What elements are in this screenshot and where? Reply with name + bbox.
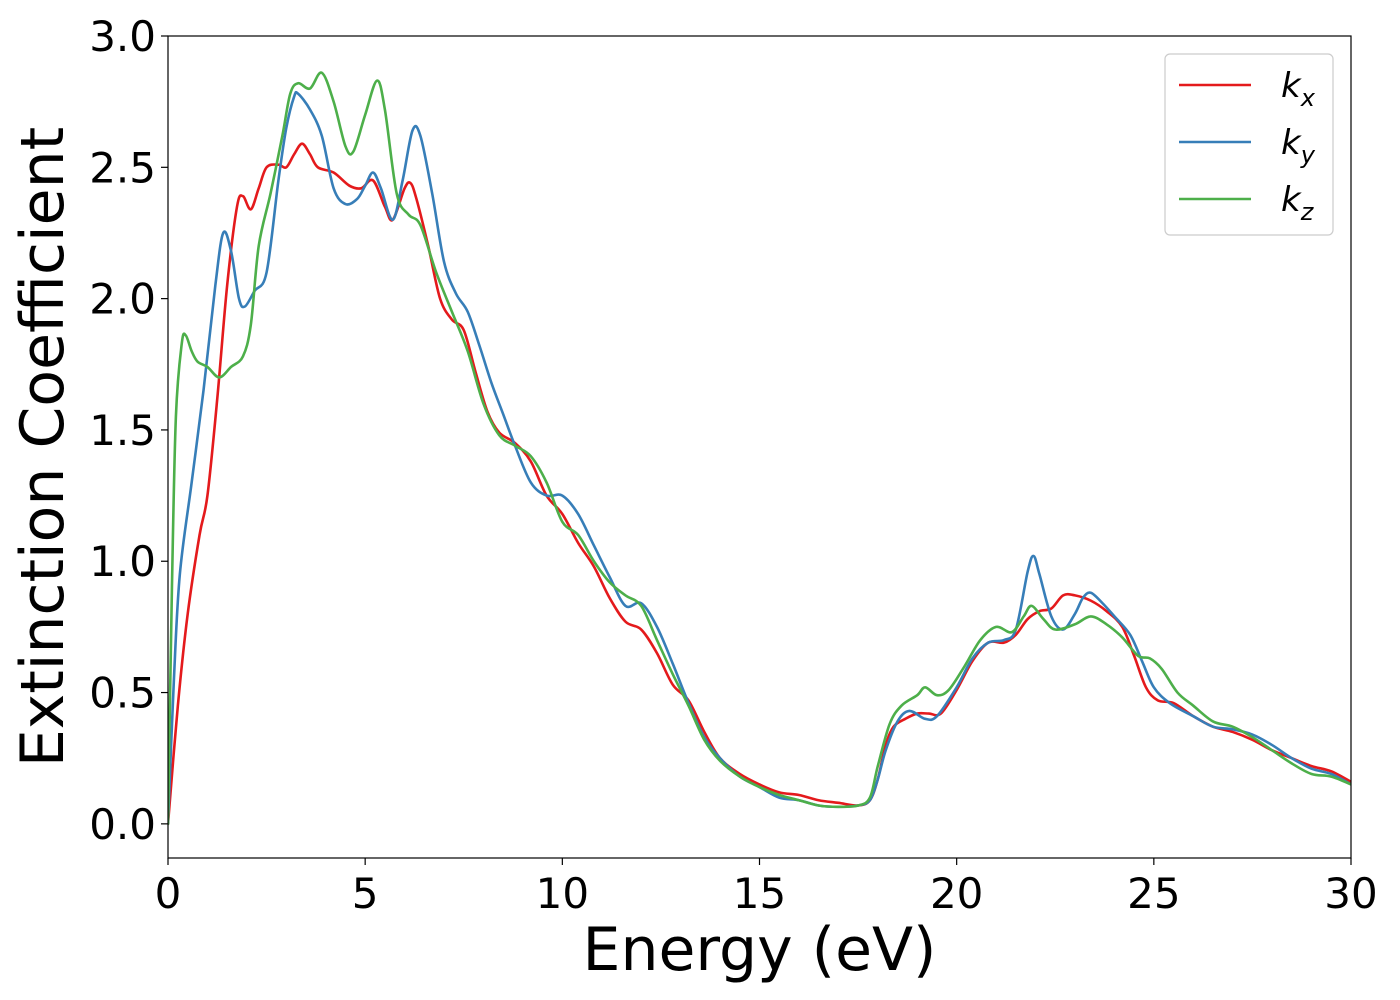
x-axis-ticks: 0 5 10 15 20 25 30 (155, 858, 1378, 918)
x-tick-label: 15 (733, 869, 786, 918)
y-axis-label: Extinction Coefficient (8, 127, 78, 767)
series-line-ky (168, 90, 1351, 826)
x-tick-label: 20 (930, 869, 983, 918)
x-tick-label: 5 (352, 869, 379, 918)
x-tick-label: 10 (536, 869, 589, 918)
x-tick-label: 0 (155, 869, 182, 918)
y-axis-ticks: 0.0 0.5 1.0 1.5 2.0 2.5 3.0 (89, 12, 168, 849)
series-line-kz (168, 71, 1351, 826)
legend-box (1164, 53, 1334, 236)
series-lines (168, 71, 1351, 826)
y-tick-label: 2.5 (89, 143, 156, 192)
y-tick-label: 1.0 (89, 537, 156, 586)
y-tick-label: 0.0 (89, 800, 156, 849)
series-line-kx (168, 142, 1351, 826)
x-tick-label: 25 (1127, 869, 1180, 918)
y-tick-label: 2.0 (89, 275, 156, 324)
y-tick-label: 1.5 (89, 406, 156, 455)
x-axis-label: Energy (eV) (583, 915, 937, 985)
y-tick-label: 0.5 (89, 669, 156, 718)
y-tick-label: 3.0 (89, 12, 156, 61)
x-tick-label: 30 (1324, 869, 1377, 918)
